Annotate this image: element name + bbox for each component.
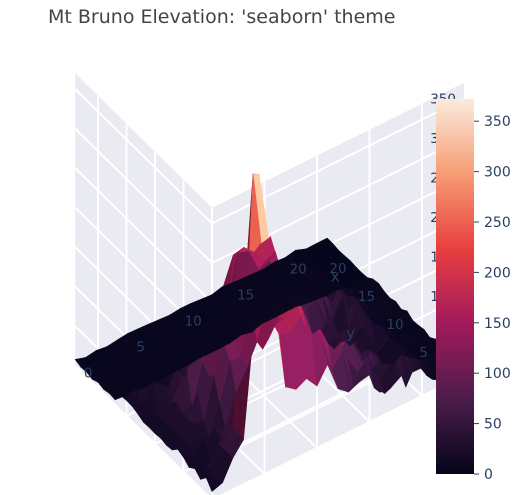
surface-cell (316, 237, 334, 250)
colorbar-tick-label: 100 (484, 366, 511, 382)
colorbar-tick-label: 0 (484, 467, 493, 483)
z-gridline (74, 127, 213, 264)
x-tick-label: 15 (237, 288, 254, 304)
colorbar-tick-label: 250 (484, 215, 511, 231)
colorbar-tick-label: 50 (484, 417, 502, 433)
colorbar-tick-label: 200 (484, 265, 511, 281)
colorbar-tick-label: 350 (484, 114, 511, 130)
x-tick-label: 0 (84, 366, 93, 382)
z-gridline (74, 167, 213, 304)
y-tick-label: 5 (419, 345, 428, 361)
chart-title: Mt Bruno Elevation: 'seaborn' theme (48, 6, 396, 28)
z-gridline (74, 88, 213, 225)
colorbar-tick-label: 150 (484, 316, 511, 332)
y-tick-label: 15 (358, 289, 375, 305)
x-tick-label: 5 (136, 340, 145, 356)
y-gridline (219, 374, 465, 495)
colorbar-gradient (436, 99, 474, 474)
y-tick-label: 10 (386, 317, 403, 333)
elevation-surface[interactable] (74, 173, 465, 492)
x-tick-label: 20 (290, 262, 307, 278)
colorbar[interactable]: 0 50 100 150 200 250 300 350 (436, 99, 511, 483)
x-axis-title: x (331, 268, 340, 286)
y-axis-title: y (346, 324, 355, 342)
colorbar-tick-label: 300 (484, 165, 511, 181)
y-tick-label: 20 (329, 261, 346, 277)
x-tick-label: 10 (185, 314, 202, 330)
